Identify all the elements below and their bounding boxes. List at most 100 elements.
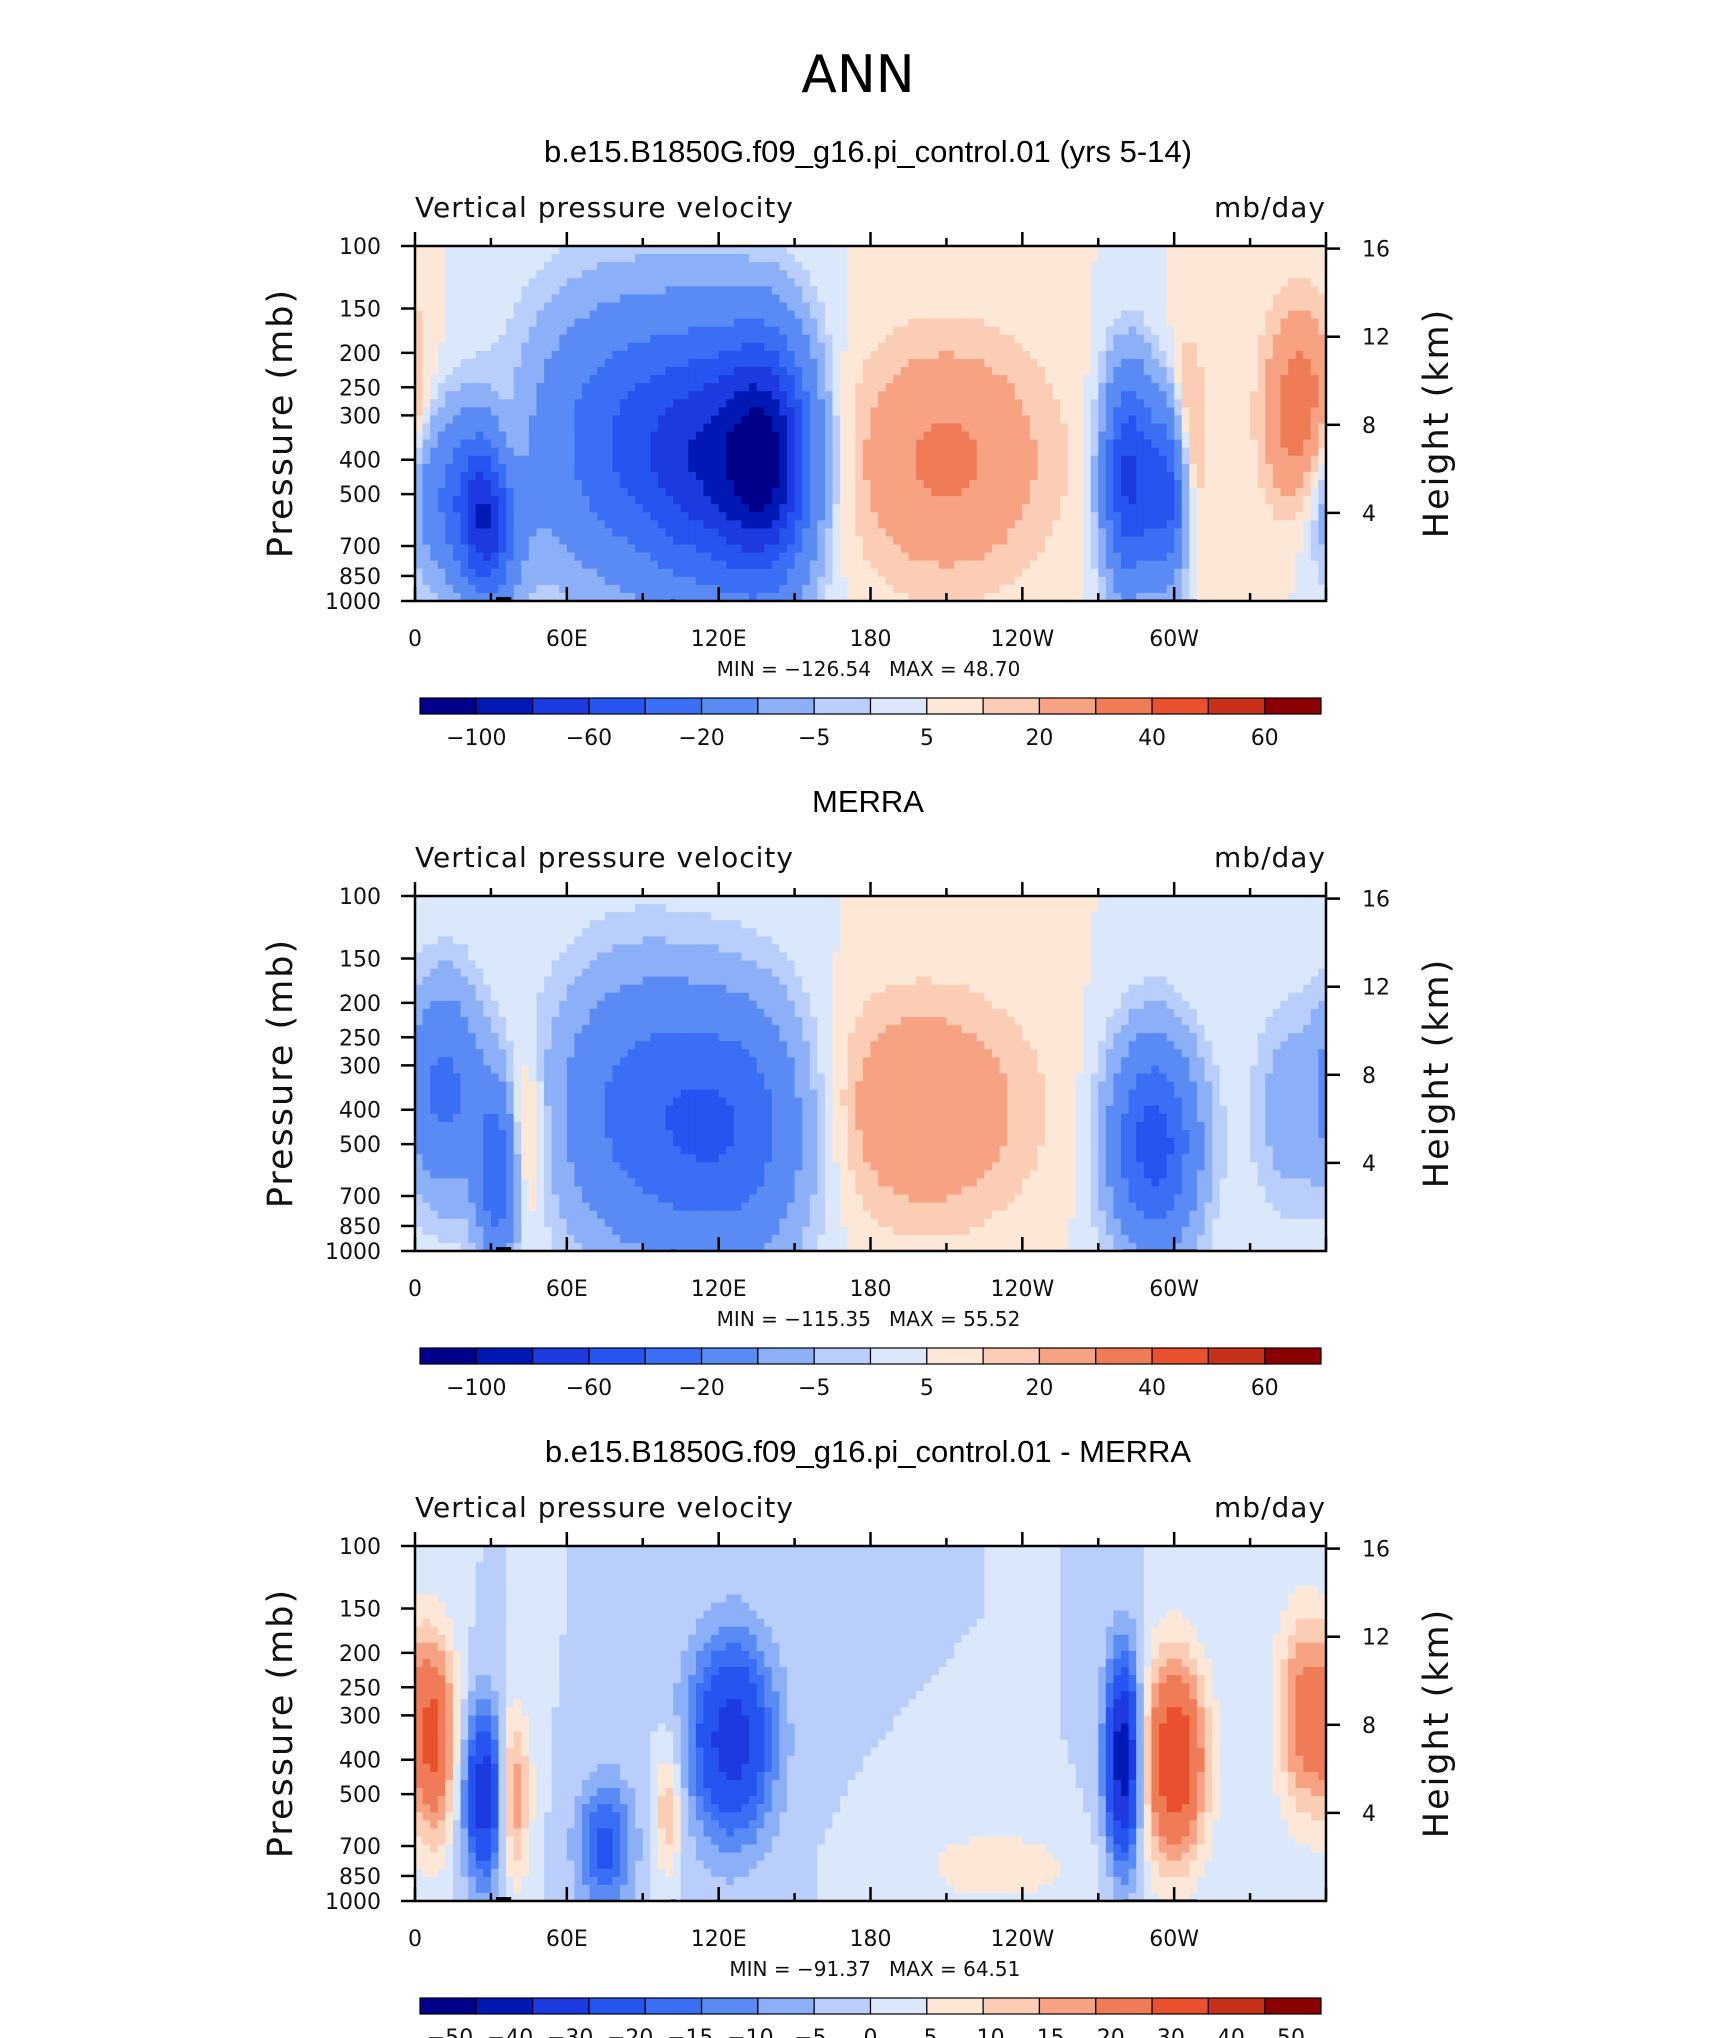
field-cell [589,479,598,489]
field-cell [1060,560,1069,570]
field-cell [1310,375,1320,384]
field-cell [604,415,613,425]
field-cell [946,528,955,538]
field-cell [1242,544,1251,554]
field-cell [597,302,606,312]
field-cell [938,479,948,489]
field-cell [976,350,985,360]
field-cell [703,326,712,336]
field-cell [1196,246,1206,255]
field-cell [1014,528,1023,538]
field-cell [1257,318,1266,328]
field-cell [1151,439,1160,449]
field-cell [1052,423,1061,433]
field-cell [1288,367,1297,376]
field-cell [574,496,583,505]
field-cell [1196,415,1206,425]
field-cell [1295,375,1304,384]
field-cell [574,383,583,392]
field-cell [749,488,758,497]
field-cell [916,310,925,320]
field-cell [1121,520,1130,529]
field-cell [460,310,469,320]
field-cell [771,496,780,505]
field-cell [673,407,682,417]
field-cell [1242,383,1251,392]
field-cell [779,367,788,376]
field-cell [1037,375,1046,384]
field-cell [771,294,780,304]
field-cell [703,254,712,263]
field-cell [1022,544,1031,554]
field-cell [528,383,538,392]
field-cell [802,302,811,312]
field-cell [1052,479,1061,489]
field-cell [437,342,446,352]
field-cell [1121,536,1130,546]
field-cell [847,415,856,425]
field-cell [680,423,689,433]
field-cell [703,576,712,586]
field-cell [741,318,750,328]
field-cell [574,294,583,304]
field-cell [665,383,674,392]
field-cell [422,367,431,376]
field-cell [1045,375,1054,384]
field-cell [923,431,932,441]
field-cell [832,407,841,417]
field-cell [544,431,553,441]
field-cell [1196,391,1206,400]
field-cell [559,391,568,400]
field-cell [1265,504,1274,513]
field-cell [1181,496,1190,505]
field-cell [483,496,492,505]
field-cell [468,334,477,344]
field-cell [817,350,826,360]
field-cell [1181,439,1190,449]
field-cell [635,262,644,271]
field-cell [437,536,446,546]
field-cell [521,544,530,554]
field-cell [1037,342,1046,352]
field-cell [1029,415,1039,425]
field-cell [688,407,697,417]
field-cell [1303,560,1312,570]
field-cell [521,375,530,384]
field-cell [840,286,849,296]
field-cell [415,431,424,441]
field-cell [1121,358,1130,368]
field-cell [566,294,576,304]
field-cell [779,504,788,513]
field-cell [1310,552,1320,562]
field-cell [794,326,803,336]
field-cell [954,447,963,457]
field-cell [999,455,1008,465]
field-cell [771,302,780,312]
field-cell [437,520,446,529]
field-cell [1219,520,1228,529]
field-cell [1174,278,1183,287]
field-cell [938,488,948,497]
field-cell [1303,520,1312,529]
field-cell [460,552,469,562]
field-cell [566,399,576,408]
field-cell [1014,423,1023,433]
field-cell [604,544,613,554]
field-cell [726,528,735,538]
field-cell [946,568,955,578]
field-cell [756,544,765,554]
field-cell [475,431,484,441]
field-cell [1136,423,1145,433]
field-cell [923,528,932,538]
field-cell [582,544,591,554]
field-cell [688,350,697,360]
field-cell [445,536,454,546]
field-cell [946,415,955,425]
field-cell [1310,310,1320,320]
field-cell [551,254,560,263]
field-cell [1288,278,1297,287]
field-cell [794,431,803,441]
field-cell [589,463,598,473]
field-cell [779,246,788,255]
field-cell [1151,342,1160,352]
